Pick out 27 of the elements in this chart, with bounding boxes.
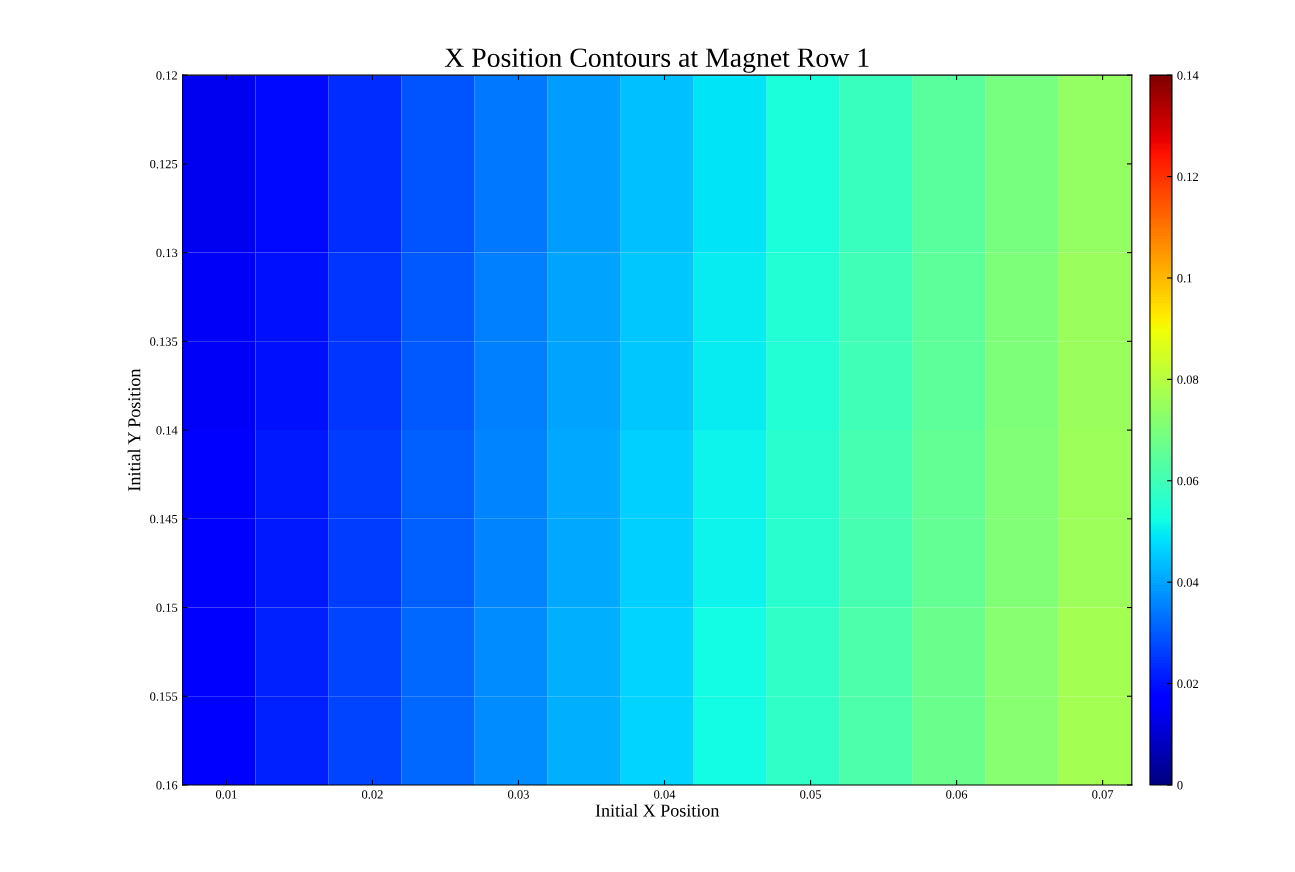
color-bar-label: 0.04: [1177, 578, 1199, 587]
x-tick-label: 0.07: [1092, 790, 1114, 799]
y-tick-label: 0.155: [150, 692, 178, 701]
y-axis-title: Initial Y Position: [127, 368, 141, 491]
color-bar-label: 0.02: [1177, 679, 1199, 689]
x-tick-label: 0.02: [361, 790, 383, 799]
x-tick-label: 0.03: [508, 790, 529, 799]
y-tick-label: 0.16: [156, 781, 178, 790]
y-tick-label: 0.125: [150, 159, 178, 169]
x-tick-label: 0.04: [654, 790, 676, 799]
y-tick-label: 0.12: [156, 71, 178, 80]
y-tick-label: 0.135: [150, 337, 178, 346]
y-tick-label: 0.14: [156, 426, 178, 435]
color-bar-label: 0.12: [1177, 172, 1199, 182]
x-tick-label: 0.01: [215, 790, 237, 799]
x-tick-label: 0.05: [800, 790, 821, 799]
color-bar-label: 0.06: [1177, 476, 1199, 486]
y-tick-label: 0.145: [150, 514, 178, 524]
color-bar-label: 0.08: [1177, 375, 1199, 384]
color-bar-label: 0.1: [1177, 273, 1192, 283]
x-axis-title: Initial X Position: [595, 803, 720, 817]
color-bar-label: 0.14: [1177, 71, 1199, 80]
x-tick-label: 0.06: [946, 790, 968, 799]
y-tick-label: 0.15: [156, 603, 178, 613]
y-tick-label: 0.13: [156, 248, 178, 258]
color-bar-label: 0: [1177, 781, 1183, 790]
chart-title: X Position Contours at Magnet Row 1: [444, 48, 869, 73]
